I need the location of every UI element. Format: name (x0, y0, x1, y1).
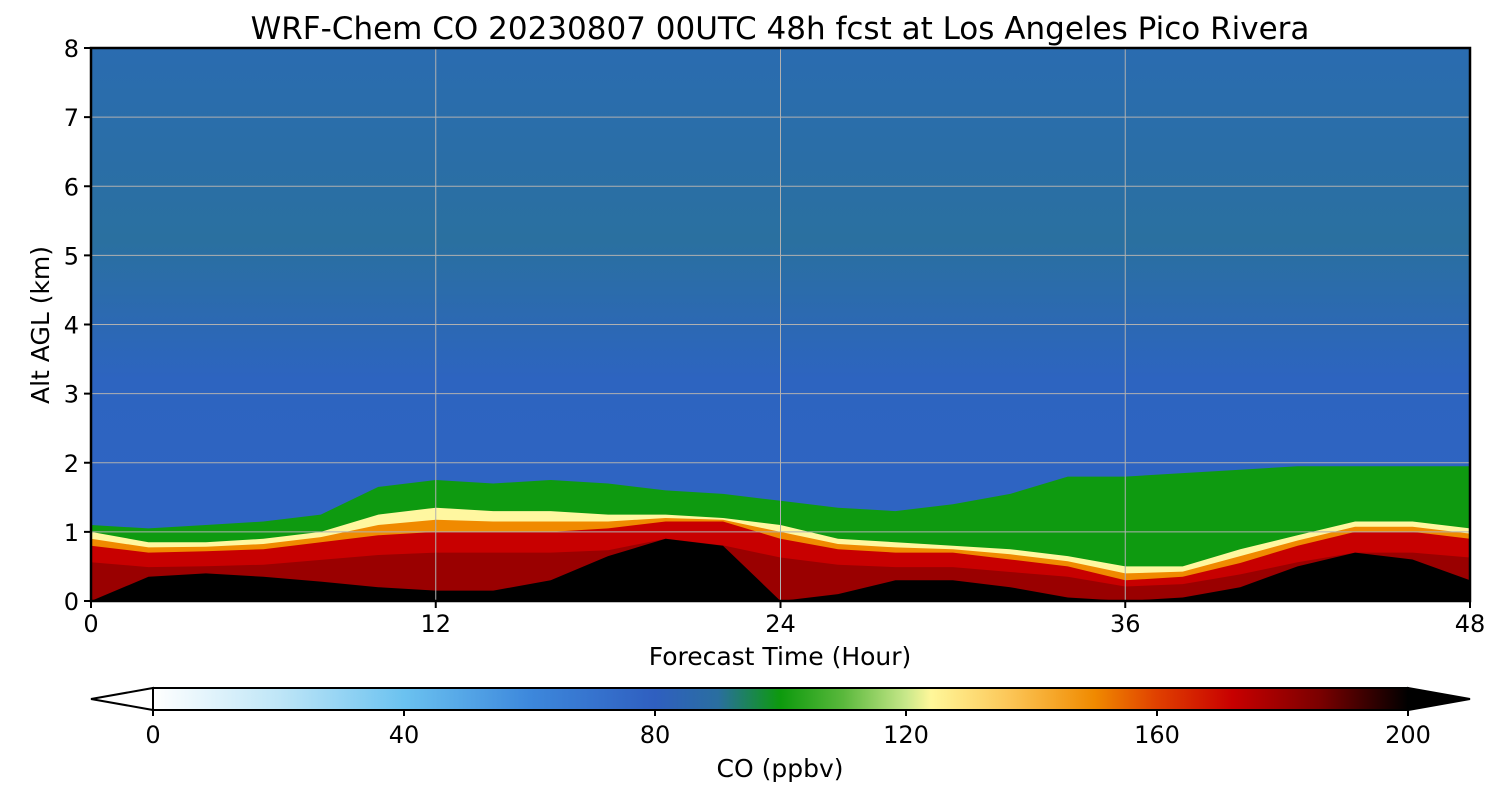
colorbar-ticks: 0 40 80 120 160 200 (145, 710, 1431, 749)
colorbar-extend-low (90, 686, 154, 712)
x-axis: 0 12 24 36 48 (83, 601, 1485, 638)
y-tick-label: 4 (64, 312, 79, 340)
x-tick-label: 48 (1455, 610, 1486, 638)
colorbar-tick-label: 0 (145, 721, 160, 749)
colorbar-body (152, 687, 1409, 711)
y-axis-label: Alt AGL (km) (26, 246, 55, 404)
y-axis: 0 1 2 3 4 5 6 7 8 (64, 35, 91, 616)
black-core-layer (91, 538, 1470, 601)
y-tick-label: 3 (64, 381, 79, 409)
x-tick-label: 12 (420, 610, 451, 638)
colorbar: 0 40 80 120 160 200 CO (ppbv) (90, 686, 1471, 783)
colorbar-tick-label: 120 (883, 721, 929, 749)
y-tick-label: 7 (64, 104, 79, 132)
y-tick-label: 0 (64, 588, 79, 616)
colorbar-tick-label: 200 (1385, 721, 1431, 749)
y-tick-label: 6 (64, 173, 79, 201)
y-tick-label: 8 (64, 35, 79, 63)
colorbar-tick-label: 40 (389, 721, 420, 749)
x-tick-label: 36 (1110, 610, 1141, 638)
colorbar-label: CO (ppbv) (717, 754, 844, 783)
colorbar-tick-label: 80 (640, 721, 671, 749)
x-tick-label: 0 (83, 610, 98, 638)
x-axis-label: Forecast Time (Hour) (649, 642, 912, 671)
colorbar-extend-high (1407, 686, 1471, 712)
y-tick-label: 5 (64, 242, 79, 270)
y-tick-label: 2 (64, 450, 79, 478)
chart-title: WRF-Chem CO 20230807 00UTC 48h fcst at L… (251, 11, 1310, 47)
x-tick-label: 24 (765, 610, 796, 638)
y-tick-label: 1 (64, 519, 79, 547)
colorbar-tick-label: 160 (1134, 721, 1180, 749)
